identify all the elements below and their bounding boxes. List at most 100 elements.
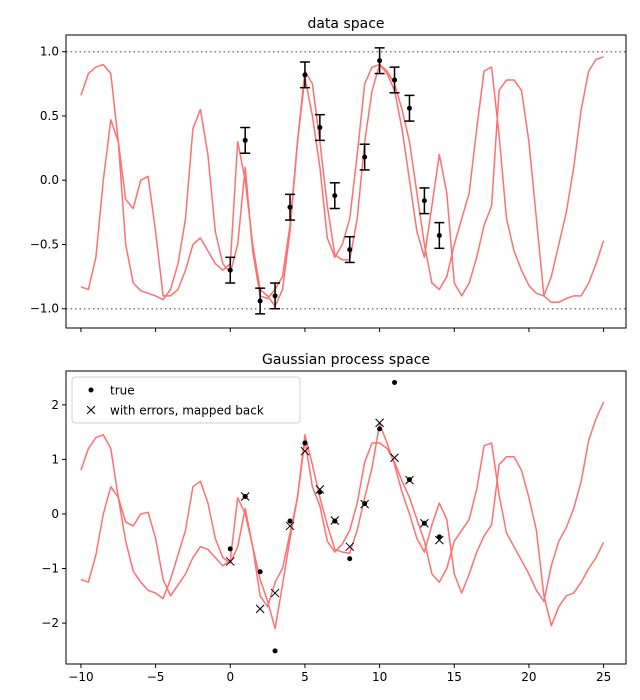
axes-frame — [65, 370, 627, 665]
mapped-point — [240, 492, 250, 501]
mapped-point — [345, 542, 355, 552]
legend-label-mapped: with errors, mapped back — [110, 404, 264, 418]
true-point — [436, 534, 442, 540]
x-marker-stroke — [405, 475, 414, 485]
errorbar-point — [419, 187, 430, 215]
x-tick-label: −10 — [68, 670, 93, 684]
top-axes-data-space: data space −1.0 −0.5 0.0 0.5 1.0 — [30, 16, 627, 332]
true-point — [302, 440, 308, 446]
legend-box — [71, 376, 301, 424]
x-marker-stroke — [390, 453, 399, 463]
mapped-point — [300, 446, 310, 456]
y-tick-label: 0 — [51, 507, 59, 521]
data-point — [421, 198, 427, 204]
axes-frame — [65, 34, 627, 329]
data-point — [272, 293, 278, 299]
true-point — [227, 546, 233, 552]
true-point — [287, 518, 293, 524]
bottom-axes-gp-space: Gaussian process space −10 −5 0 5 10 15 20 25−2… — [41, 352, 627, 684]
x-marker-stroke — [434, 535, 444, 545]
errorbar-point — [389, 66, 400, 94]
x-marker-stroke — [240, 492, 250, 501]
sample-curve-1 — [80, 401, 605, 608]
errorbar-point — [240, 126, 251, 154]
sample-curve-1 — [80, 56, 604, 301]
true-point — [347, 556, 353, 562]
true-point — [257, 569, 263, 575]
data-point — [317, 125, 323, 131]
errorbar-point — [329, 182, 340, 210]
legend-x-marker — [86, 405, 96, 415]
errorbar-point — [299, 61, 310, 89]
data-point — [227, 267, 233, 273]
mapped-point — [390, 453, 399, 463]
legend-label-true: true — [110, 384, 135, 398]
y-tick-label: 0.0 — [40, 173, 59, 187]
errorbar-point — [344, 236, 355, 264]
y-tick-label: −1 — [41, 562, 59, 576]
y-tick-label: −2 — [41, 616, 59, 630]
legend: true with errors, mapped back — [71, 376, 301, 424]
errorbar-point — [434, 221, 445, 250]
sample-curve-2 — [80, 423, 605, 630]
x-tick-label: 15 — [447, 670, 462, 684]
data-point — [436, 232, 442, 238]
x-marker-stroke — [375, 418, 384, 428]
data-point — [332, 193, 338, 199]
x-marker-stroke — [225, 557, 235, 566]
mapped-point — [270, 588, 280, 598]
plot-area — [66, 47, 626, 315]
x-marker-stroke — [420, 518, 429, 528]
data-point — [302, 72, 308, 78]
x-marker-stroke — [285, 521, 295, 531]
mapped-point — [375, 418, 384, 428]
mapped-point — [315, 485, 325, 494]
data-point — [377, 58, 383, 64]
sample-curve-2 — [80, 63, 605, 307]
mapped-point — [420, 518, 429, 528]
x-tick-label: −5 — [147, 670, 165, 684]
x-tick-label: 5 — [301, 670, 309, 684]
mapped-point — [255, 604, 265, 614]
data-point — [392, 77, 398, 83]
data-point — [287, 204, 293, 210]
bottom-title: Gaussian process space — [262, 352, 430, 368]
y-tick-label: −0.5 — [30, 237, 59, 251]
top-title: data space — [307, 16, 384, 32]
x-marker-stroke — [330, 516, 340, 525]
x-marker-stroke — [255, 604, 265, 614]
errorbar-point — [270, 282, 281, 310]
plot-area — [80, 379, 605, 654]
data-point — [347, 247, 353, 253]
y-tick-label: 0.5 — [40, 109, 59, 123]
errorbar-point — [374, 47, 385, 75]
y-tick-label: −1.0 — [30, 302, 59, 316]
x-marker-stroke — [300, 446, 310, 456]
x-tick-label: 20 — [521, 670, 536, 684]
legend-true-marker — [88, 387, 94, 393]
true-point — [377, 426, 383, 432]
errorbar-point — [404, 94, 415, 122]
true-point — [392, 379, 398, 385]
data-point — [406, 105, 412, 111]
y-tick-label: 2 — [51, 398, 59, 412]
data-point — [242, 137, 248, 143]
mapped-point — [225, 557, 235, 566]
x-marker-stroke — [315, 485, 325, 494]
errorbar-point — [359, 143, 370, 171]
mapped-point — [330, 516, 340, 525]
y-tick-label: 1.0 — [40, 45, 59, 59]
x-tick-label: 10 — [372, 670, 387, 684]
true-point — [272, 648, 278, 654]
x-marker-stroke — [345, 542, 355, 552]
x-marker-stroke — [270, 588, 280, 598]
mapped-point — [405, 475, 414, 485]
mapped-point — [285, 521, 295, 531]
data-point — [257, 298, 263, 304]
errorbar-point — [285, 193, 295, 221]
errorbar-point — [255, 287, 266, 315]
errorbar-point — [225, 256, 236, 284]
y-tick-label: 1 — [51, 452, 59, 466]
true-point — [317, 489, 323, 495]
